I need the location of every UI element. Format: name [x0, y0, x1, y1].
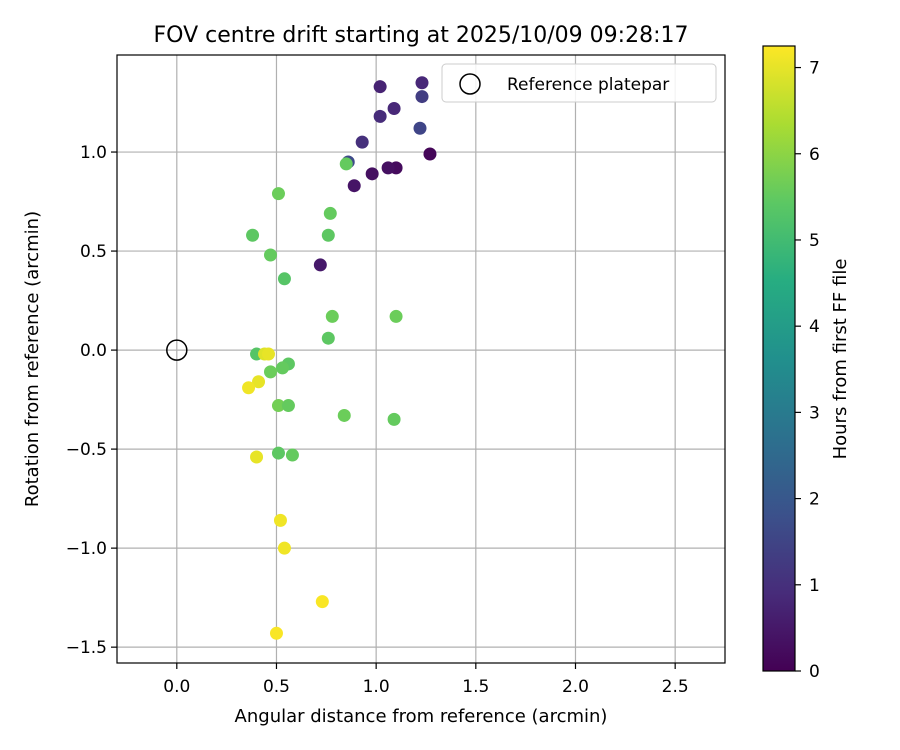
legend-box [441, 63, 717, 103]
data-points [242, 76, 437, 640]
data-point [262, 347, 276, 361]
x-tick-label: 0.5 [263, 677, 290, 697]
plot-frame [116, 54, 726, 664]
data-point [323, 206, 337, 220]
plot-area [117, 55, 725, 663]
colorbar-tick-label: 6 [809, 145, 820, 165]
data-point [423, 147, 437, 161]
data-point [381, 161, 395, 175]
x-tick-label: 0.0 [163, 677, 190, 697]
data-point [415, 76, 429, 90]
data-point [347, 179, 361, 193]
x-axis-label: Angular distance from reference (arcmin) [235, 706, 608, 727]
data-point [275, 361, 289, 375]
colorbar-tick-label: 3 [809, 403, 820, 423]
data-point [285, 448, 299, 462]
data-point [277, 272, 291, 286]
colorbar-gradient [762, 45, 796, 672]
data-point [387, 101, 401, 115]
y-tick-label: 0.5 [80, 242, 107, 262]
data-point [387, 412, 401, 426]
data-point [271, 399, 285, 413]
y-tick-label: −1.0 [66, 539, 107, 559]
y-tick-label: 0.0 [80, 341, 107, 361]
x-tick-label: 2.0 [562, 677, 589, 697]
data-point [315, 595, 329, 609]
y-axis-label: Rotation from reference (arcmin) [22, 211, 43, 507]
y-axis-ticks: −1.5 −1.0 −0.5 0.0 0.5 1.0 [66, 143, 117, 658]
data-point [277, 541, 291, 555]
data-point [365, 167, 379, 181]
y-tick-label: −0.5 [66, 440, 107, 460]
colorbar-ticks: 0 1 2 3 4 5 6 7 [795, 59, 820, 682]
data-point [271, 187, 285, 201]
grid [117, 55, 725, 663]
data-point [271, 446, 285, 460]
data-point [413, 121, 427, 135]
data-point [246, 228, 260, 242]
legend: Reference platepar [441, 63, 717, 103]
colorbar-tick-label: 2 [809, 490, 820, 510]
reference-platepar-marker [166, 339, 188, 361]
data-point [415, 90, 429, 104]
data-point [263, 248, 277, 262]
y-tick-label: −1.5 [66, 638, 107, 658]
data-point [373, 80, 387, 94]
data-point [313, 258, 327, 272]
colorbar-tick-label: 4 [809, 317, 820, 337]
data-point [321, 228, 335, 242]
data-point [281, 399, 295, 413]
legend-marker [459, 73, 481, 95]
y-tick-label: 1.0 [80, 143, 107, 163]
data-point [325, 309, 339, 323]
colorbar-tick-label: 7 [809, 59, 820, 79]
x-axis-ticks: 0.0 0.5 1.0 1.5 2.0 2.5 [163, 663, 689, 697]
reference-marker [166, 339, 188, 361]
data-point [269, 626, 283, 640]
data-point [389, 309, 403, 323]
legend-label: Reference platepar [507, 75, 669, 95]
data-point [250, 450, 264, 464]
colorbar: 0 1 2 3 4 5 6 7 Hours from first FF file [762, 45, 851, 682]
data-point [337, 408, 351, 422]
data-point [321, 331, 335, 345]
data-point [273, 513, 287, 527]
x-tick-label: 1.5 [462, 677, 489, 697]
colorbar-tick-label: 5 [809, 231, 820, 251]
x-tick-label: 1.0 [363, 677, 390, 697]
colorbar-tick-label: 0 [809, 662, 820, 682]
colorbar-label: Hours from first FF file [830, 259, 851, 460]
data-point [373, 109, 387, 123]
data-point [242, 381, 256, 395]
data-point [263, 365, 277, 379]
colorbar-tick-label: 1 [809, 576, 820, 596]
data-point [355, 135, 369, 149]
chart-title: FOV centre drift starting at 2025/10/09 … [154, 23, 689, 48]
data-point [339, 157, 353, 171]
x-tick-label: 2.5 [662, 677, 689, 697]
data-point [252, 375, 266, 389]
